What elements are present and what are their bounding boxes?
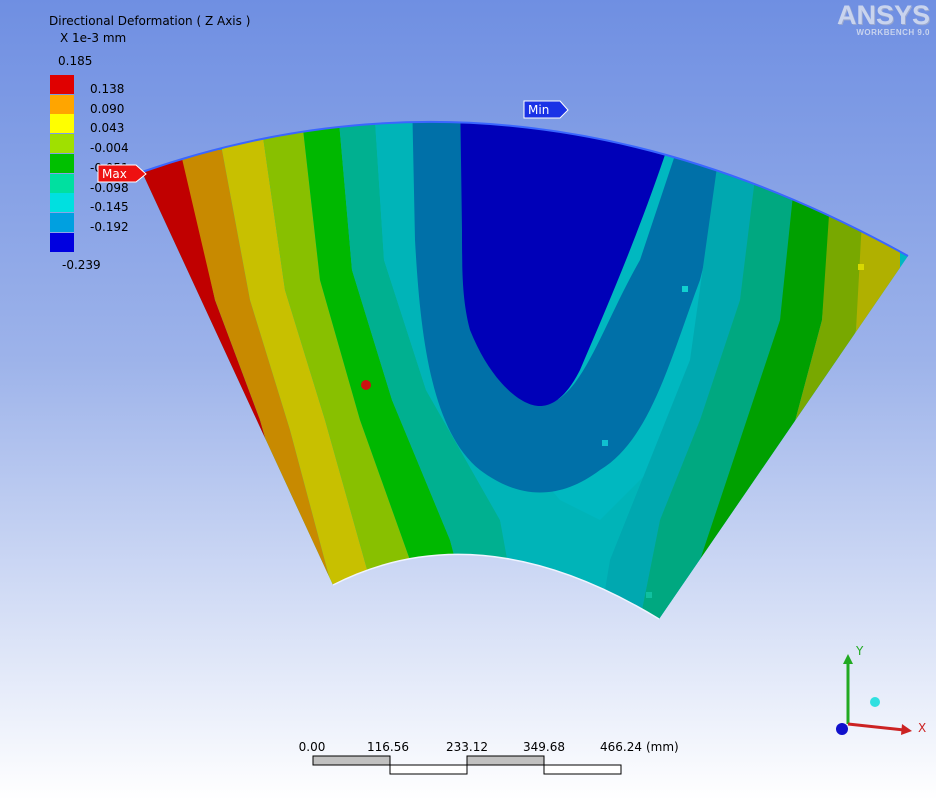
- node-marker: [602, 440, 608, 446]
- ansys-logo: ANSYS WORKBENCH 9.0: [836, 0, 930, 38]
- scale-tick-label: 466.24: [600, 740, 642, 754]
- max-probe[interactable]: Max: [97, 164, 147, 183]
- legend-min-value: -0.239: [62, 258, 101, 272]
- min-probe-label: Min: [528, 103, 549, 117]
- legend-band-label: 0.138: [90, 82, 125, 96]
- node-marker: [858, 264, 864, 270]
- scale-tick-label: 116.56: [367, 740, 409, 754]
- point-marker[interactable]: [361, 380, 371, 390]
- min-probe[interactable]: Min: [523, 100, 569, 119]
- legend-band-label: -0.098: [90, 180, 129, 195]
- scale-tick-labels: 0.00 116.56 233.12 349.68 466.24 (mm): [299, 740, 679, 754]
- logo-brand: ANSYS: [836, 0, 930, 30]
- node-marker: [682, 286, 688, 292]
- logo-product: WORKBENCH 9.0: [856, 28, 930, 37]
- legend-band-swatch: [50, 94, 74, 114]
- legend-band-swatch: [50, 173, 74, 193]
- legend-band-label: -0.004: [90, 141, 129, 156]
- legend-band-swatch: [50, 75, 74, 94]
- y-axis-arrow: [843, 654, 853, 664]
- legend-band-swatch: [50, 232, 74, 252]
- legend-band-swatch: [50, 114, 74, 134]
- x-axis-line: [847, 722, 905, 732]
- node-marker: [646, 592, 652, 598]
- x-axis-arrow: [901, 724, 912, 735]
- legend-band-swatch: [50, 153, 74, 173]
- legend-band-label: 0.090: [90, 101, 125, 116]
- max-probe-label: Max: [102, 167, 127, 181]
- result-unit: X 1e-3 mm: [60, 31, 127, 45]
- legend-band-label: -0.145: [90, 200, 129, 215]
- y-axis-label: Y: [855, 644, 864, 658]
- legend-max-value: 0.185: [58, 54, 93, 68]
- scale-unit-label: (mm): [646, 740, 679, 754]
- inner-edge: [332, 553, 660, 620]
- legend-band-swatch: [50, 134, 74, 154]
- scale-tick-label: 233.12: [446, 740, 488, 754]
- x-axis-label: X: [918, 721, 926, 735]
- iso-view-ball[interactable]: [870, 697, 880, 707]
- scale-tick-label: 349.68: [523, 740, 565, 754]
- legend-band-swatch: [50, 193, 74, 213]
- scale-tick-label: 0.00: [299, 740, 326, 754]
- legend-band-label: 0.043: [90, 121, 125, 136]
- outer-edge: [141, 120, 909, 257]
- legend-band-swatch: [50, 212, 74, 232]
- result-title: Directional Deformation ( Z Axis ): [49, 14, 251, 28]
- z-axis-dot: [836, 723, 848, 735]
- legend-band-label: -0.192: [90, 219, 129, 234]
